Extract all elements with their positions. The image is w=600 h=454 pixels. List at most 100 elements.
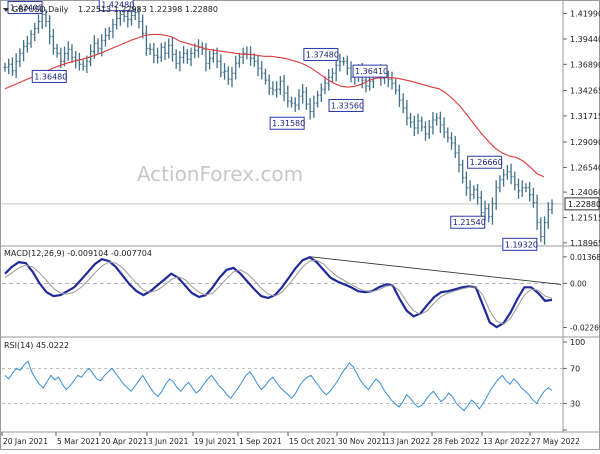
price-annotation: 1.33560 bbox=[328, 99, 364, 113]
price-bar bbox=[550, 199, 554, 215]
price-y-tick-label: 1.29090 bbox=[570, 138, 600, 147]
price-bar bbox=[282, 74, 286, 102]
price-bar bbox=[349, 61, 353, 83]
price-bar bbox=[182, 45, 186, 64]
price-bar bbox=[178, 51, 182, 72]
price-bar bbox=[524, 183, 528, 193]
price-bar bbox=[498, 175, 502, 193]
x-tick-label: 15 Oct 2021 bbox=[289, 437, 336, 446]
price-annotation-label: 1.36480 bbox=[34, 72, 67, 81]
moving-average-line bbox=[4, 33, 545, 178]
price-annotation: 1.37480 bbox=[303, 47, 339, 61]
price-bar bbox=[122, 9, 126, 23]
price-bar bbox=[401, 93, 405, 114]
price-annotation-label: 1.42480 bbox=[101, 1, 134, 10]
price-annotation-box bbox=[269, 116, 305, 130]
price-bar bbox=[63, 46, 67, 67]
price-annotation-box bbox=[31, 69, 67, 83]
price-bar bbox=[286, 85, 290, 108]
price-bar bbox=[330, 68, 334, 83]
price-bar bbox=[457, 144, 461, 173]
price-bar bbox=[204, 43, 208, 72]
price-bar bbox=[48, 15, 52, 45]
price-y-tick-label: 1.41990 bbox=[570, 10, 600, 19]
price-bar bbox=[412, 115, 416, 137]
price-bar bbox=[267, 74, 271, 96]
price-annotation-label: 1.26660 bbox=[470, 158, 503, 167]
x-tick-label: 5 Mar 2021 bbox=[57, 437, 100, 446]
price-bar bbox=[163, 41, 167, 61]
price-bar bbox=[111, 18, 115, 39]
price-annotation: 1.42400 bbox=[7, 0, 43, 14]
price-bar bbox=[479, 190, 483, 218]
price-annotation-box bbox=[502, 237, 538, 251]
price-bar bbox=[342, 56, 346, 66]
price-bar bbox=[301, 84, 305, 104]
price-annotation-box bbox=[7, 0, 43, 14]
price-y-tick-label: 1.18965 bbox=[570, 239, 600, 248]
price-bar bbox=[226, 66, 230, 85]
macd-y-tick-label: 0.00 bbox=[570, 279, 587, 288]
price-annotation-box bbox=[328, 99, 364, 113]
price-bar bbox=[319, 83, 323, 102]
price-bar bbox=[10, 57, 14, 76]
price-bar bbox=[423, 121, 427, 141]
rsi-y-tick-label: 70 bbox=[570, 364, 580, 373]
price-annotation-label: 1.19320 bbox=[505, 240, 538, 249]
price-bar bbox=[405, 100, 409, 126]
price-symbol-label: GBPUSD,Daily bbox=[12, 5, 69, 14]
price-annotation-label: 1.42400 bbox=[10, 3, 43, 12]
price-bar bbox=[156, 47, 160, 64]
price-bar bbox=[234, 55, 238, 80]
price-bar bbox=[438, 111, 442, 134]
price-bar bbox=[271, 81, 275, 96]
x-tick-label: 19 Jul 2021 bbox=[194, 437, 237, 446]
price-bar bbox=[144, 25, 148, 56]
price-bar bbox=[29, 29, 33, 48]
x-tick-label: 1 Sep 2021 bbox=[239, 437, 282, 446]
price-bar bbox=[219, 54, 223, 78]
x-axis: 20 Jan 2021 5 Mar 2021 20 Apr 2021 3 Jun 20… bbox=[1, 432, 580, 446]
price-bar bbox=[141, 14, 145, 39]
price-bar bbox=[96, 38, 100, 54]
price-bar bbox=[89, 44, 93, 67]
price-annotation: 1.42480 bbox=[98, 0, 134, 12]
price-bar bbox=[278, 76, 282, 95]
price-bar bbox=[167, 38, 171, 59]
price-panel: ActionForex.com 1.41990 1.39440 1.36890 1.34… bbox=[2, 0, 600, 251]
price-bar bbox=[304, 87, 308, 110]
price-bar bbox=[461, 159, 465, 184]
price-bar bbox=[476, 184, 480, 205]
rsi-panel: 100 70 30 RSI(14) 45.0222 bbox=[2, 338, 585, 431]
watermark-text: ActionForex.com bbox=[137, 162, 303, 186]
price-bar bbox=[126, 10, 130, 28]
price-bar bbox=[390, 71, 394, 90]
price-bar bbox=[33, 22, 37, 42]
price-bar bbox=[81, 59, 85, 71]
price-bar bbox=[293, 97, 297, 112]
price-bar bbox=[185, 48, 189, 64]
price-bar bbox=[323, 76, 327, 95]
macd-macd-line bbox=[4, 255, 553, 329]
price-bar bbox=[528, 182, 532, 202]
price-bar bbox=[517, 178, 521, 199]
price-bar bbox=[338, 53, 342, 72]
x-tick-label: 27 May 2022 bbox=[531, 437, 580, 446]
rsi-header-label: RSI(14) 45.0222 bbox=[4, 341, 69, 350]
price-bar bbox=[51, 28, 55, 55]
price-bar bbox=[275, 81, 279, 98]
price-bar bbox=[543, 216, 547, 245]
price-bar bbox=[148, 43, 152, 55]
price-bar bbox=[107, 26, 111, 40]
price-bar bbox=[308, 97, 312, 120]
price-bar bbox=[159, 42, 163, 62]
price-bar bbox=[7, 58, 11, 75]
current-price-box bbox=[564, 197, 600, 211]
x-tick-label: 20 Apr 2021 bbox=[101, 437, 148, 446]
price-bar bbox=[490, 197, 494, 225]
price-bar bbox=[394, 78, 398, 95]
price-bar bbox=[316, 90, 320, 108]
price-ohlc-label: 1.22513 1.22983 1.22398 1.22880 bbox=[78, 5, 218, 14]
